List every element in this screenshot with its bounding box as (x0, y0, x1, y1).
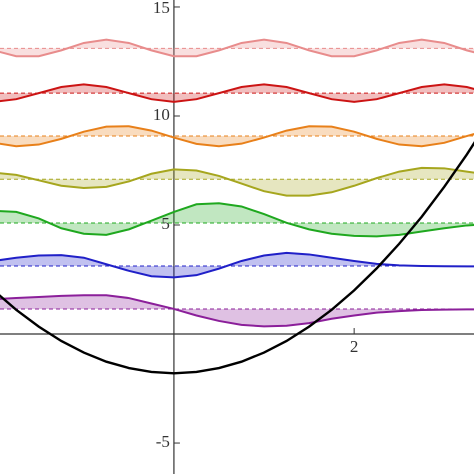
wave-fill (0, 126, 474, 147)
wave-fill (0, 39, 474, 57)
wavefunction (0, 166, 474, 197)
x-tick-label: 2 (350, 337, 359, 356)
y-tick-label: 5 (161, 214, 170, 233)
y-tick-label: -5 (156, 432, 170, 451)
y-tick-label: 10 (153, 105, 170, 124)
wavefunction (0, 38, 474, 58)
wave-fill (0, 203, 474, 237)
potential (0, 141, 474, 375)
wavefunction (0, 251, 474, 279)
wavefunction (0, 125, 474, 148)
wavefunction (0, 83, 474, 103)
wavefunction (0, 294, 474, 328)
y-tick-label: 15 (153, 0, 170, 17)
wave-fill (0, 252, 474, 278)
wave-fill (0, 295, 474, 327)
wave-fill (0, 84, 474, 102)
